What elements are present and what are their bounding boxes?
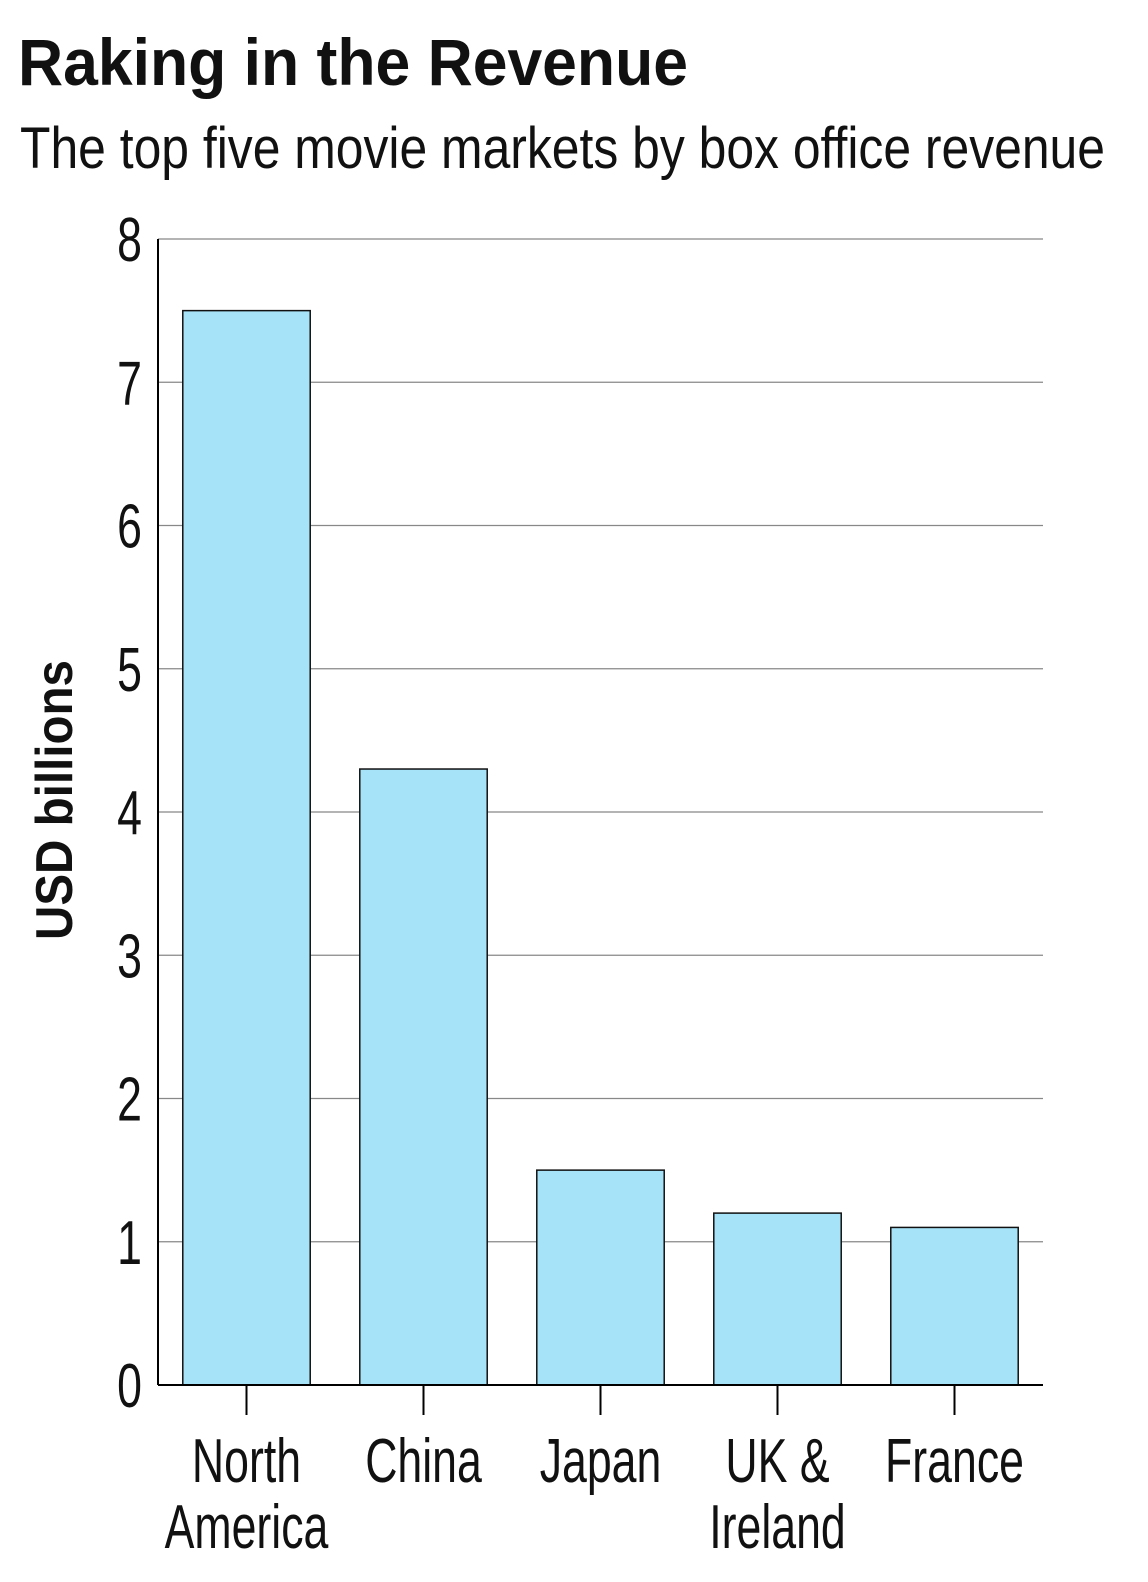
chart-subtitle: The top five movie markets by box office… [20, 116, 1105, 181]
y-tick-label: 8 [117, 206, 142, 275]
bar [182, 309, 311, 1386]
y-tick-label: 4 [117, 779, 142, 848]
bar [359, 768, 488, 1386]
y-tick-label: 2 [117, 1065, 142, 1134]
x-tick-label: North [192, 1427, 301, 1496]
chart-title: Raking in the Revenue [18, 25, 688, 99]
bar [890, 1226, 1019, 1386]
y-tick-label: 7 [117, 349, 142, 418]
x-tick-label: France [885, 1427, 1024, 1496]
x-tick-label: Japan [540, 1427, 662, 1496]
x-tick-label: UK & [725, 1427, 829, 1496]
y-tick-label: 0 [117, 1352, 142, 1421]
y-tick-label: 6 [117, 492, 142, 561]
y-tick-label: 3 [117, 922, 142, 991]
y-axis-label: USD billions [26, 660, 84, 940]
y-tick-label: 5 [117, 636, 142, 705]
x-tick-label: Ireland [709, 1493, 845, 1562]
x-tick-label: China [365, 1427, 482, 1496]
bar [536, 1169, 665, 1386]
y-tick-label: 1 [117, 1209, 142, 1278]
x-tick-label: America [165, 1493, 329, 1562]
bar [713, 1212, 842, 1386]
